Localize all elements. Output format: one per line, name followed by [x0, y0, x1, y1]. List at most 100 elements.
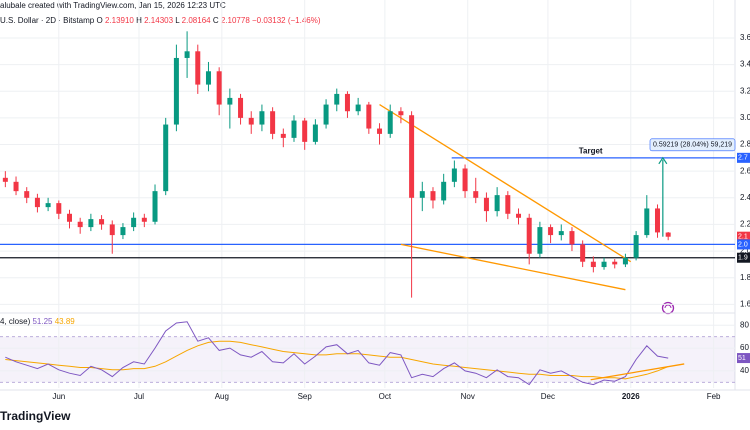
candle-body — [494, 195, 500, 212]
candle-body — [152, 191, 158, 222]
trendline — [379, 104, 632, 263]
rsi-tag-label: 51 — [738, 355, 746, 362]
candle-body — [109, 224, 115, 236]
candle-body — [355, 104, 361, 112]
price-tag-label: 2.7 — [738, 155, 748, 162]
candle-body — [430, 191, 436, 201]
candle-body — [24, 191, 30, 198]
ohlc-key: L — [175, 16, 180, 25]
candle-body — [2, 177, 8, 182]
rsi-header: 4, close) 51.25 43.89 — [0, 317, 75, 326]
candle-body — [141, 217, 147, 222]
symbol-header: U.S. Dollar · 2D · Bitstamp O 2.13910 H … — [0, 16, 321, 25]
y-tick-label: 2.2 — [740, 220, 750, 229]
candle-body — [451, 168, 457, 182]
x-tick-label: Jun — [52, 392, 65, 401]
candle-body — [601, 261, 607, 268]
candle-body — [323, 104, 329, 125]
ohlc-value: 2.08164 — [182, 16, 211, 25]
candle-body — [77, 221, 83, 228]
trendline — [400, 243, 626, 291]
candle-body — [45, 203, 51, 208]
rsi-ma-line — [5, 340, 669, 380]
x-tick-label: 2026 — [622, 392, 640, 401]
candle-body — [558, 231, 564, 236]
candle-body — [644, 208, 650, 236]
candle-body — [34, 197, 40, 208]
y-tick-label: 2.0 — [740, 246, 750, 255]
candle-body — [248, 117, 254, 125]
measure-label-box — [649, 138, 736, 152]
rsi-tag — [737, 353, 750, 364]
y-tick-label: 2.4 — [740, 193, 750, 202]
candle-body — [13, 181, 19, 192]
candle-body — [173, 57, 179, 125]
rsi-params: 4, close) — [0, 317, 31, 326]
x-tick-label: Oct — [379, 392, 392, 401]
candle-body — [131, 217, 137, 228]
candle-body — [622, 257, 628, 265]
rsi-tick-label: 60 — [740, 343, 749, 352]
y-tick-label: 1.8 — [740, 273, 750, 282]
candle-body — [387, 111, 393, 134]
candle-body — [516, 213, 522, 218]
target-label: Target — [579, 146, 603, 155]
candle-body — [580, 244, 586, 262]
brand-logo: TradingView — [0, 409, 71, 423]
candle-body — [216, 71, 222, 105]
candle-body — [569, 231, 575, 245]
price-tag-label: 2.1 — [738, 234, 748, 241]
candle-body — [302, 120, 308, 142]
candle-body — [312, 124, 318, 142]
measure-label: 0.59219 (28.04%) 59,219 — [653, 142, 732, 149]
candle-body — [238, 97, 244, 118]
candle-body — [654, 208, 660, 233]
x-tick-label: Dec — [541, 392, 555, 401]
candle-body — [612, 261, 618, 265]
candle-body — [291, 120, 297, 138]
x-tick-label: Aug — [215, 392, 229, 401]
rsi-tick-label: 80 — [740, 320, 749, 329]
candle-body — [366, 104, 372, 129]
candle-body — [398, 111, 404, 116]
candle-body — [270, 111, 276, 134]
y-tick-label: 3.4 — [740, 60, 750, 69]
price-tag — [737, 239, 750, 250]
candle-body — [633, 235, 639, 258]
y-tick-label: 1.6 — [740, 299, 750, 308]
rsi-value: 51.25 — [32, 317, 53, 326]
candle-body — [377, 128, 383, 134]
measure-arrowhead — [658, 156, 668, 165]
ohlc-value: 2.14303 — [144, 16, 173, 25]
ohlc-key: O — [96, 16, 102, 25]
x-tick-label: Nov — [461, 392, 475, 401]
y-tick-label: 3.2 — [740, 86, 750, 95]
y-tick-label: 3.6 — [740, 33, 750, 42]
y-tick-label: 3.0 — [740, 113, 750, 122]
rsi-tick-label: 40 — [740, 366, 749, 375]
candle-body — [227, 97, 233, 105]
candle-body — [163, 124, 169, 192]
credit: alubale created with TradingView.com, Ja… — [0, 1, 226, 10]
ohlc-key: C — [213, 16, 219, 25]
ohlc-value: 2.10778 — [221, 16, 250, 25]
candle-body — [548, 227, 554, 236]
candle-body — [66, 213, 72, 222]
x-tick-label: Jul — [134, 392, 144, 401]
y-tick-label: 2.8 — [740, 140, 750, 149]
candle-body — [195, 51, 201, 85]
rsi-trendline — [590, 363, 685, 381]
rsi-line — [5, 321, 669, 386]
x-tick-label: Sep — [298, 392, 313, 401]
price-tag — [737, 252, 750, 263]
candle-body — [120, 227, 126, 236]
candle-body — [473, 191, 479, 198]
candle-body — [462, 168, 468, 192]
candle-body — [537, 227, 543, 254]
rsi-ma-value: 43.89 — [55, 317, 76, 326]
y-tick-label: 2.6 — [740, 166, 750, 175]
candle-body — [205, 71, 211, 85]
symbol: U.S. Dollar · 2D · Bitstamp — [0, 16, 95, 25]
